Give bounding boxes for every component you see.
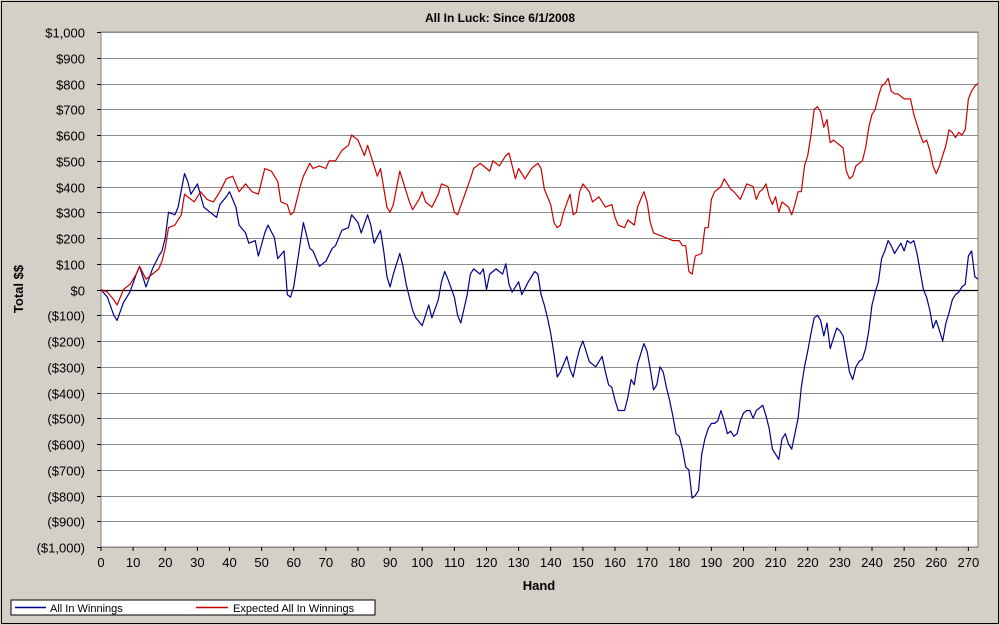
grid-lines bbox=[101, 32, 978, 548]
x-tick-label: 60 bbox=[287, 555, 301, 570]
x-tick-label: 130 bbox=[508, 555, 530, 570]
y-tick-label: ($1,000) bbox=[37, 541, 85, 556]
x-tick-label: 20 bbox=[158, 555, 172, 570]
y-tick-label: ($800) bbox=[47, 490, 85, 505]
x-tick-label: 250 bbox=[893, 555, 915, 570]
y-tick-label: ($500) bbox=[47, 412, 85, 427]
x-tick-label: 170 bbox=[636, 555, 658, 570]
y-tick-label: ($200) bbox=[47, 335, 85, 350]
y-tick-label: ($900) bbox=[47, 515, 85, 530]
x-tick-label: 260 bbox=[925, 555, 947, 570]
x-tick-label: 270 bbox=[958, 555, 980, 570]
y-tick-label: $1,000 bbox=[45, 26, 85, 41]
y-tick-label: $500 bbox=[56, 155, 85, 170]
x-tick-label: 70 bbox=[319, 555, 333, 570]
series-line-all-in-winnings bbox=[100, 173, 979, 499]
y-tick-label: $200 bbox=[56, 232, 85, 247]
legend-label-expected-all-in-winnings: Expected All In Winnings bbox=[233, 603, 355, 615]
y-tick-label: $100 bbox=[56, 258, 85, 273]
x-tick-label: 150 bbox=[572, 555, 594, 570]
x-tick-label: 30 bbox=[190, 555, 204, 570]
series-line-expected-all-in-winnings bbox=[100, 77, 979, 306]
x-tick-label: 120 bbox=[476, 555, 498, 570]
x-tick-label: 230 bbox=[829, 555, 851, 570]
y-tick-label: ($400) bbox=[47, 387, 85, 402]
x-tick-label: 180 bbox=[668, 555, 690, 570]
legend-label-all-in-winnings: All In Winnings bbox=[50, 603, 123, 615]
series-layer bbox=[100, 77, 979, 499]
x-tick-label: 220 bbox=[797, 555, 819, 570]
y-tick-label: $800 bbox=[56, 78, 85, 93]
x-tick-label: 0 bbox=[97, 555, 104, 570]
x-tick-label: 90 bbox=[383, 555, 397, 570]
x-tick-label: 110 bbox=[444, 555, 465, 570]
x-tick-label: 200 bbox=[733, 555, 755, 570]
x-tick-label: 50 bbox=[254, 555, 268, 570]
legend: All In Winnings Expected All In Winnings bbox=[10, 599, 376, 616]
x-tick-label: 140 bbox=[540, 555, 562, 570]
y-tick-label: $400 bbox=[56, 181, 85, 196]
x-tick-label: 240 bbox=[861, 555, 883, 570]
y-axis-ticks: $1,000 $900 $800 $700 $600 $500 $400 $300 $200 $1… bbox=[37, 26, 101, 556]
y-tick-label: $600 bbox=[56, 129, 85, 144]
x-tick-label: 210 bbox=[765, 555, 787, 570]
x-tick-label: 10 bbox=[126, 555, 140, 570]
x-tick-label: 160 bbox=[604, 555, 626, 570]
y-tick-label: ($100) bbox=[47, 309, 85, 324]
y-tick-label: ($700) bbox=[47, 464, 85, 479]
y-tick-label: ($600) bbox=[47, 438, 85, 453]
x-tick-label: 40 bbox=[222, 555, 236, 570]
y-tick-label: $700 bbox=[56, 103, 85, 118]
y-tick-label: $300 bbox=[56, 206, 85, 221]
x-tick-label: 80 bbox=[351, 555, 365, 570]
x-axis-label: Hand bbox=[523, 578, 556, 593]
x-tick-label: 100 bbox=[411, 555, 433, 570]
y-axis-label: Total $$ bbox=[11, 264, 26, 313]
legend-box bbox=[10, 599, 376, 616]
chart-title: All In Luck: Since 6/1/2008 bbox=[425, 11, 575, 25]
y-tick-label: $0 bbox=[71, 284, 85, 299]
y-tick-label: ($300) bbox=[47, 361, 85, 376]
y-tick-label: $900 bbox=[56, 52, 85, 67]
x-tick-label: 190 bbox=[701, 555, 723, 570]
x-axis-ticks: 0 10 20 30 40 50 60 70 80 90 100 110 120 130 140 150 160… bbox=[97, 547, 979, 570]
plot-area bbox=[100, 31, 979, 548]
